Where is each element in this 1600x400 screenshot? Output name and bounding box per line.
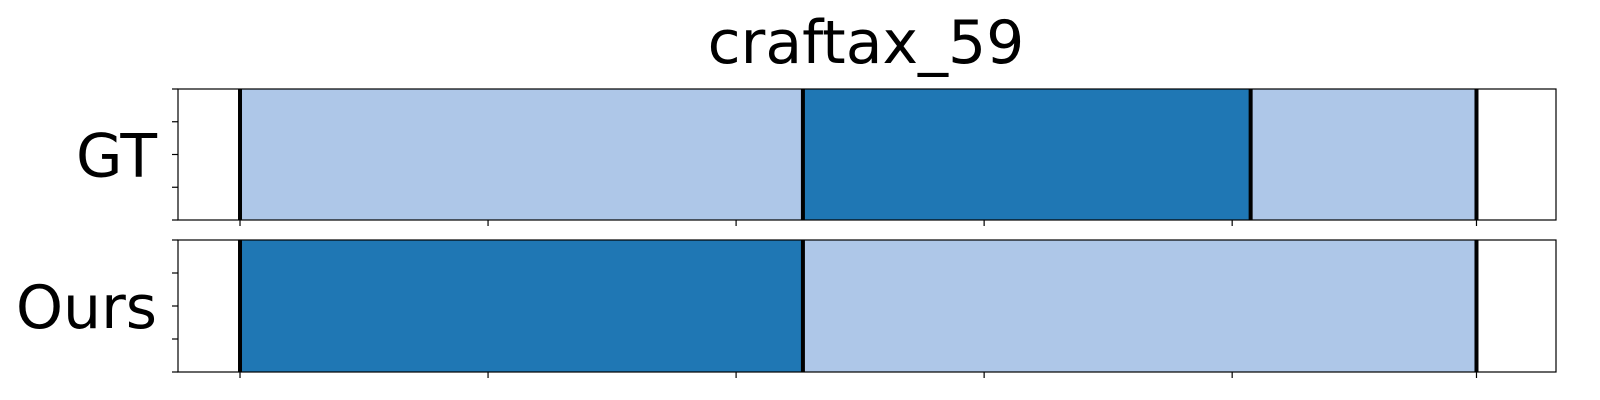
segment-ours-2 — [802, 240, 1477, 372]
segment-gt-1 — [240, 89, 803, 220]
chart-title: craftax_59 — [708, 8, 1025, 78]
row-label-ours: Ours — [16, 273, 157, 343]
segment-gt-3 — [1250, 89, 1477, 220]
row-label-gt: GT — [76, 122, 157, 192]
row-ours: Ours — [16, 239, 1557, 378]
row-gt: GT — [76, 88, 1557, 226]
segment-ours-1 — [240, 240, 803, 372]
segment-gt-2 — [802, 89, 1251, 220]
